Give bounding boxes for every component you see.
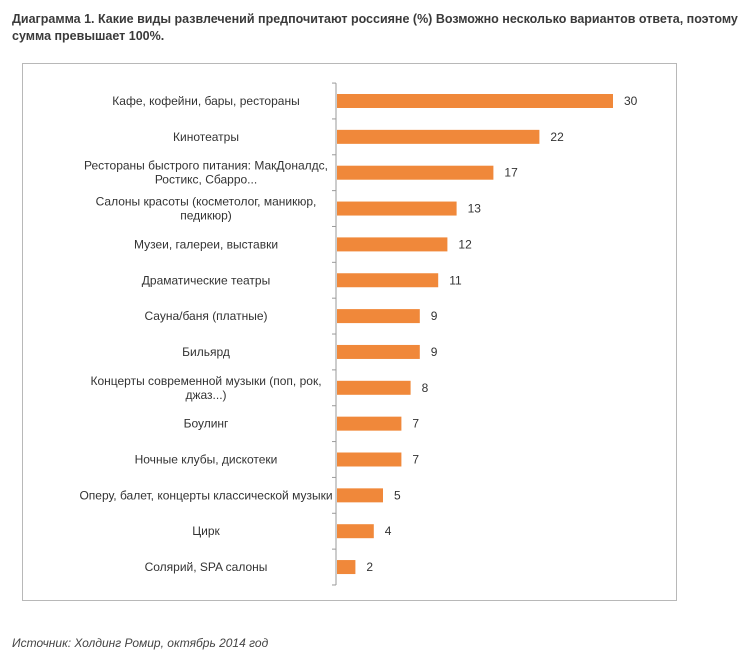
value-label: 9 [431,345,438,359]
bar [337,416,402,431]
category-label: Кинотеатры [173,130,239,144]
bar [337,560,356,575]
bar [337,237,448,252]
bar [337,344,420,359]
value-label: 13 [468,202,482,216]
bar [337,380,411,395]
source-note: Источник: Холдинг Ромир, октябрь 2014 го… [12,636,269,650]
category-label: Музеи, галереи, выставки [134,237,278,251]
chart-frame: Кафе, кофейни, бары, рестораны 30 Кинотеат… [22,63,677,601]
bar [337,165,494,180]
value-label: 17 [504,166,518,180]
value-label: 11 [449,273,462,287]
value-label: 30 [624,94,638,108]
bar [337,488,383,503]
value-label: 7 [412,453,419,467]
category-label: Кафе, кофейни, бары, рестораны [112,94,299,108]
value-label: 22 [550,130,564,144]
category-label: Солярий, SPA салоны [145,560,268,574]
category-label: Боулинг [184,417,229,431]
bar [337,201,457,216]
category-label: Рестораны быстрого питания: МакДоналдс, Р… [84,159,328,187]
value-label: 7 [412,417,419,431]
category-label: Ночные клубы, дискотеки [135,453,278,467]
value-label: 12 [458,237,472,251]
bar [337,129,540,144]
category-label: Оперу, балет, концерты классической музы… [79,488,332,502]
value-label: 2 [366,560,373,574]
category-label: Концерты современной музыки (поп, рок, дж… [90,374,321,402]
value-label: 9 [431,309,438,323]
bar-chart: Кафе, кофейни, бары, рестораны 30 Кинотеат… [79,82,638,586]
bar [337,452,402,467]
category-label: Сауна/баня (платные) [144,309,267,323]
bar [337,94,613,108]
category-label: Салоны красоты (косметолог, маникюр, педи… [96,195,317,223]
bar [337,273,439,288]
chart-title: Диаграмма 1. Какие виды развлечений пред… [12,12,738,43]
bar [337,524,374,539]
category-label: Цирк [192,524,220,538]
value-label: 8 [422,381,429,395]
value-label: 4 [385,524,392,538]
bar [337,309,420,324]
value-label: 5 [394,488,401,502]
category-label: Драматические театры [142,273,270,287]
category-label: Бильярд [182,345,230,359]
